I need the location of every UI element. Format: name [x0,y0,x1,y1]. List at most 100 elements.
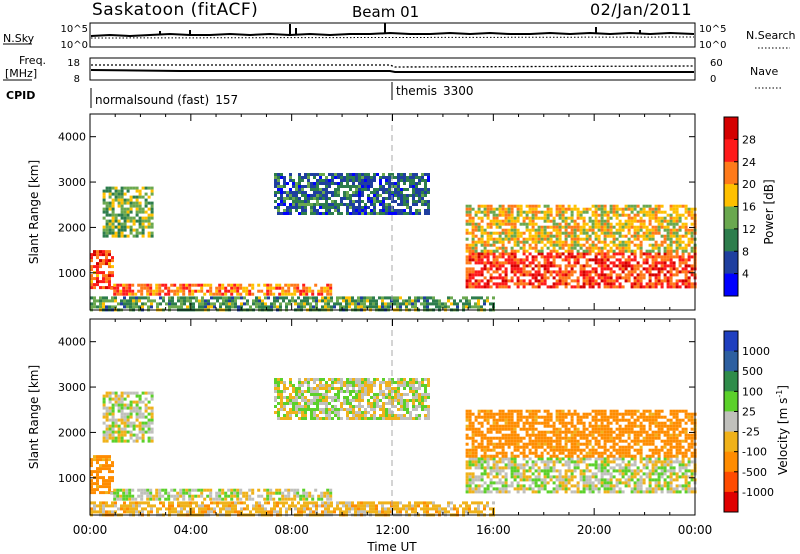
heatmap-cell [111,476,114,480]
heatmap-cell [348,296,351,300]
heatmap-cell [495,267,499,271]
heatmap-cell [573,228,577,232]
heatmap-cell [373,191,376,194]
heatmap-cell [522,216,526,220]
heatmap-cell [474,501,477,505]
heatmap-cell [255,507,258,511]
heatmap-cell [672,255,676,259]
heatmap-cell [585,228,589,232]
heatmap-cell [474,249,478,253]
heatmap-cell [329,292,333,296]
heatmap-cell [651,255,655,259]
heatmap-cell [465,204,469,208]
heatmap-cell [230,491,234,495]
heatmap-cell [144,216,148,220]
heatmap-cell [609,216,613,220]
heatmap-cell [228,296,231,300]
heatmap-cell [325,381,328,384]
heatmap-cell [540,273,544,277]
heatmap-cell [322,206,325,209]
heatmap-cell [141,510,144,514]
heatmap-cell [621,276,625,280]
heatmap-cell [310,402,313,405]
heatmap-cell [93,265,96,269]
heatmap-cell [543,267,547,271]
heatmap-cell [167,491,171,495]
heatmap-cell [274,399,277,402]
heatmap-cell [618,285,622,289]
heatmap-cell [123,424,127,428]
heatmap-cell [474,487,478,491]
heatmap-cell [141,424,145,428]
heatmap-cell [648,207,652,211]
heatmap-cell [549,478,553,482]
heatmap-cell [528,228,532,232]
heatmap-cell [558,472,562,476]
heatmap-cell [468,285,472,289]
heatmap-cell [334,173,337,176]
heatmap-cell [471,231,475,235]
heatmap-cell [474,475,478,479]
heatmap-cell [289,173,292,176]
heatmap-cell [173,283,177,287]
heatmap-cell [513,264,517,268]
heatmap-cell [108,427,112,431]
heatmap-cell [624,273,628,277]
heatmap-cell [474,507,477,511]
heatmap-cell [128,283,132,287]
heatmap-cell [651,225,655,229]
heatmap-cell [312,296,315,300]
heatmap-cell [394,191,397,194]
heatmap-cell [382,414,385,417]
heatmap-cell [248,488,252,492]
heatmap-cell [480,240,484,244]
heatmap-cell [358,200,361,203]
heatmap-cell [639,240,643,244]
heatmap-cell [492,466,496,470]
heatmap-cell [582,237,586,241]
heatmap-cell [630,216,634,220]
heatmap-cell [120,400,124,404]
heatmap-cell [486,296,489,300]
heatmap-cell [319,402,322,405]
heatmap-cell [198,302,201,306]
heatmap-cell [603,237,607,241]
heatmap-cell [388,378,391,381]
heatmap-cell [558,225,562,229]
heatmap-cell [424,414,427,417]
heatmap-cell [570,273,574,277]
heatmap-cell [690,213,694,217]
heatmap-cell [334,393,337,396]
heatmap-cell [666,246,670,250]
heatmap-cell [334,194,337,197]
heatmap-cell [675,228,679,232]
heatmap-cell [351,501,354,505]
heatmap-cell [183,501,186,505]
heatmap-cell [96,305,99,309]
heatmap-cell [519,240,523,244]
heatmap-cell [99,507,102,511]
heatmap-cell [366,299,369,303]
heatmap-cell [90,277,93,281]
heatmap-cell [122,497,126,501]
heatmap-cell [474,302,477,306]
heatmap-cell [276,299,279,303]
heatmap-cell [507,279,511,283]
heatmap-cell [397,185,400,188]
heatmap-cell [141,234,145,238]
heatmap-cell [342,504,345,508]
heatmap-cell [654,261,658,265]
heatmap-cell [326,491,330,495]
heatmap-cell [492,460,496,464]
heatmap-cell [678,261,682,265]
heatmap-cell [304,417,307,420]
heatmap-cell [552,258,556,262]
heatmap-cell [397,390,400,393]
heatmap-cell [561,478,565,482]
heatmap-cell [283,209,286,212]
heatmap-cell [459,504,462,508]
heatmap-cell [421,393,424,396]
heatmap-cell [289,414,292,417]
heatmap-cell [283,203,286,206]
